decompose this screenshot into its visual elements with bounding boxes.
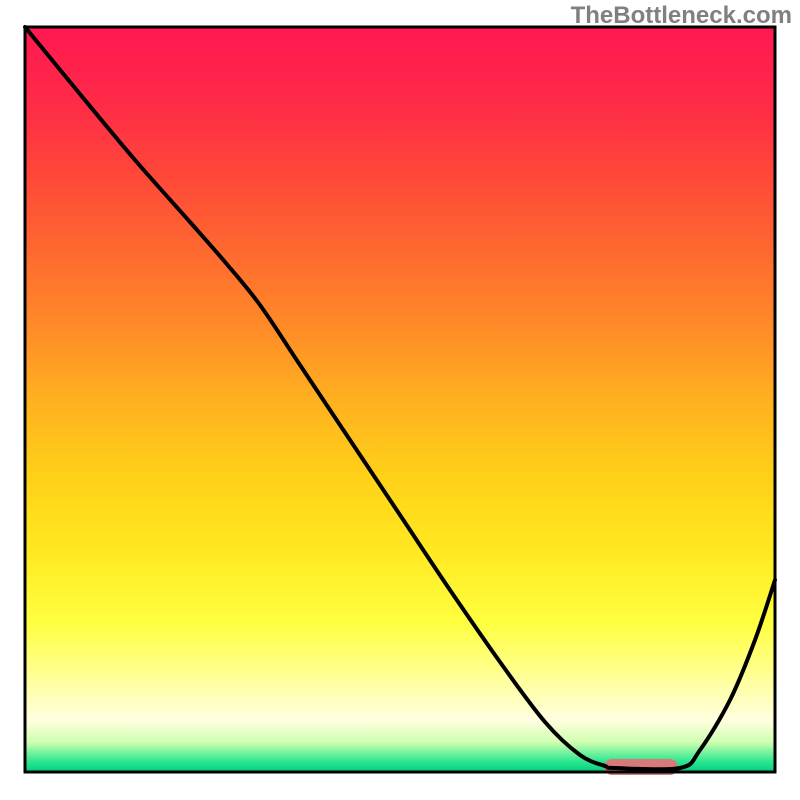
bottleneck-chart: [0, 0, 800, 800]
chart-container: TheBottleneck.com: [0, 0, 800, 800]
plot-background: [25, 27, 775, 772]
watermark-text: TheBottleneck.com: [571, 2, 792, 30]
